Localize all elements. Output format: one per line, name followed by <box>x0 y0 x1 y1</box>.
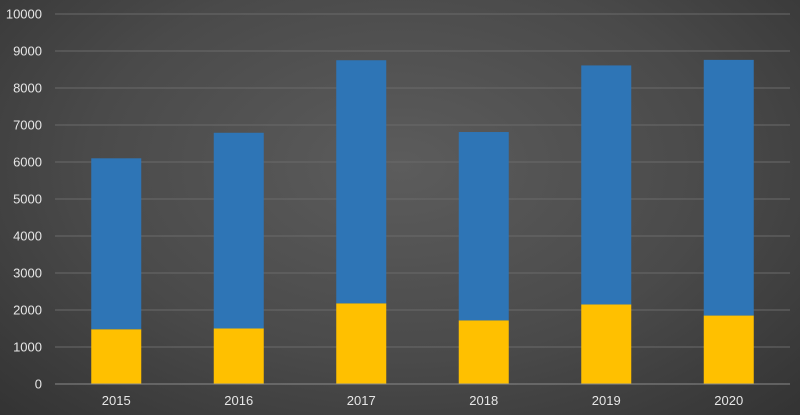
y-tick-label: 1000 <box>13 340 42 355</box>
bar-2018-segment-1 <box>458 320 509 384</box>
x-tick-label: 2016 <box>224 393 253 408</box>
y-tick-label: 3000 <box>13 266 42 281</box>
x-tick-label: 2019 <box>592 393 621 408</box>
y-tick-label: 10000 <box>6 7 42 22</box>
bar-2015-segment-2 <box>91 158 142 330</box>
bar-2017-segment-1 <box>336 303 387 384</box>
y-tick-label: 8000 <box>13 81 42 96</box>
y-tick-labels: 0 1000 2000 3000 4000 5000 6000 7000 8000 9000 100… <box>6 7 42 392</box>
y-tick-label: 7000 <box>13 118 42 133</box>
bar-2019-segment-1 <box>581 304 632 384</box>
bars <box>91 59 754 384</box>
x-tick-label: 2017 <box>347 393 376 408</box>
y-tick-label: 5000 <box>13 192 42 207</box>
y-tick-label: 2000 <box>13 303 42 318</box>
y-tick-label: 6000 <box>13 155 42 170</box>
bar-2020-segment-2 <box>703 59 754 316</box>
x-tick-label: 2015 <box>102 393 131 408</box>
y-tick-label: 4000 <box>13 229 42 244</box>
x-tick-label: 2020 <box>714 393 743 408</box>
gridlines <box>55 13 790 348</box>
x-tick-labels: 2015 2016 2017 2018 2019 2020 <box>102 393 743 408</box>
x-tick-label: 2018 <box>469 393 498 408</box>
bar-2016-segment-1 <box>213 328 264 384</box>
y-tick-label: 9000 <box>13 44 42 59</box>
bar-2019-segment-2 <box>581 65 632 305</box>
bar-2020-segment-1 <box>703 315 754 384</box>
y-tick-label: 0 <box>35 377 42 392</box>
bar-2018-segment-2 <box>458 132 509 321</box>
bar-2015-segment-1 <box>91 329 142 384</box>
bar-2016-segment-2 <box>213 132 264 329</box>
bar-2017-segment-2 <box>336 60 387 304</box>
